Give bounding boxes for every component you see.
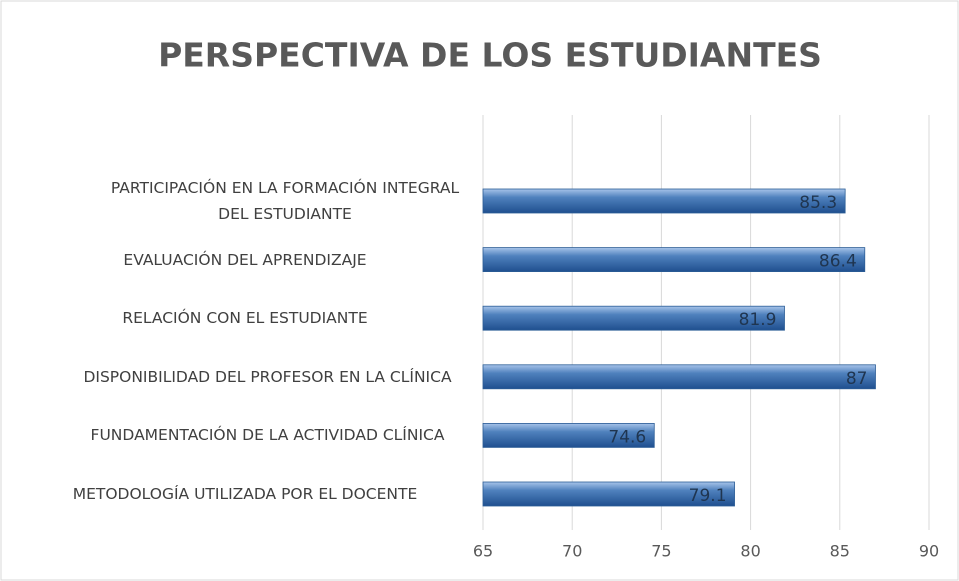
bar [482,188,846,214]
y-tick-label: METODOLOGÍA UTILIZADA POR EL DOCENTE [72,485,418,503]
chart-title: PERSPECTIVA DE LOS ESTUDIANTES [158,36,822,75]
x-tick-label: 80 [740,542,760,561]
bar [482,422,655,448]
x-tick-label: 65 [473,542,493,561]
y-tick-label: RELACIÓN CON EL ESTUDIANTE [122,309,368,328]
x-tick-label: 70 [562,542,582,561]
y-tick-label: EVALUACIÓN DEL APRENDIZAJE [123,250,367,269]
value-label: 86.4 [819,252,857,272]
value-label: 74.6 [608,427,646,447]
y-tick-label: FUNDAMENTACIÓN DE LA ACTIVIDAD CLÍNICA [90,426,445,445]
value-label: 87 [846,369,868,389]
y-tick-label: PARTICIPACIÓN EN LA FORMACIÓN INTEGRAL D… [110,179,460,223]
value-label: 81.9 [739,310,777,330]
bar [482,247,866,273]
value-label: 79.1 [689,486,727,506]
y-tick-label: DISPONIBILIDAD DEL PROFESOR EN LA CLÍNIC… [83,367,452,386]
bar [482,364,876,390]
x-tick-label: 90 [919,542,939,561]
bar [482,481,735,507]
value-label: 85.3 [799,193,837,213]
x-tick-label: 75 [651,542,671,561]
bar [482,305,785,331]
x-tick-label: 85 [830,542,850,561]
